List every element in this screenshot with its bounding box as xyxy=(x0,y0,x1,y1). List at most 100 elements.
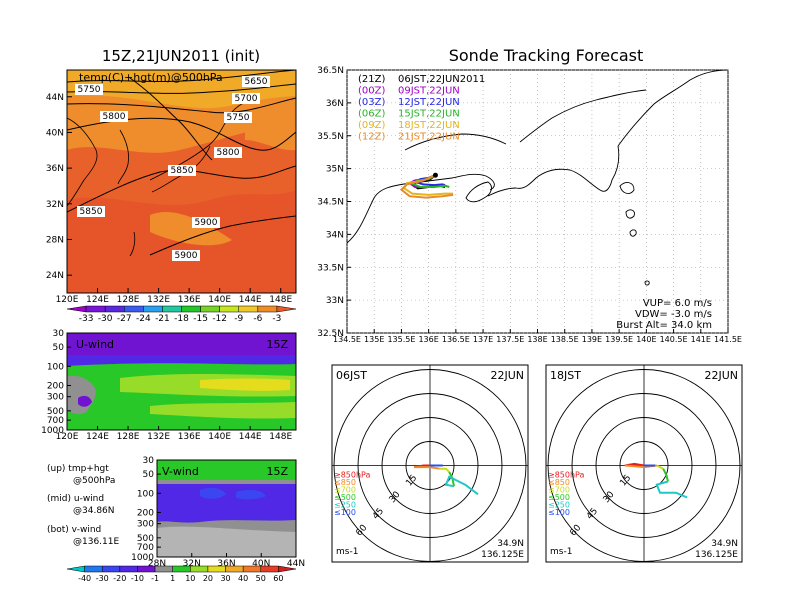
hodograph-legend-item: ≤250 xyxy=(334,501,356,510)
map-colorbar-swatch xyxy=(257,305,278,313)
tracking-params: VUP= 6.0 m/s VDW= -3.0 m/s Burst Alt= 34… xyxy=(616,298,712,331)
uwind-lon-label: 132E xyxy=(147,432,170,442)
wind-colorbar-label: -20 xyxy=(113,574,126,583)
map-colorbar-swatch xyxy=(85,305,106,313)
uwind-title: U-wind xyxy=(76,338,114,351)
uwind-lon-label: 136E xyxy=(178,432,201,442)
tracking-legend-run: (03Z) xyxy=(358,97,385,108)
hodograph-legend-item: ≤250 xyxy=(548,501,570,510)
map-lon-axis: 120E 124E 128E 132E 136E 140E 144E 148E xyxy=(56,288,292,305)
contour-label: 5650 xyxy=(245,77,268,87)
hodograph-unit: ms-1 xyxy=(550,547,572,557)
contour-label-bg xyxy=(214,147,242,158)
hodograph-lon: 136.125E xyxy=(695,550,738,560)
tracking-lon-label: 135E xyxy=(364,335,384,344)
contour-5650 xyxy=(67,70,296,83)
wind-colorbar-swatch xyxy=(225,565,244,573)
uwind-fill-jet-core xyxy=(200,378,290,391)
param-vup: VUP= 6.0 m/s xyxy=(643,298,712,309)
map-title: 15Z,21JUN2011 (init) xyxy=(102,47,260,65)
hodograph-legend-item: ≤100 xyxy=(548,508,570,517)
coast-sea-of-japan xyxy=(404,133,507,151)
wind-colorbar-label: 1 xyxy=(170,574,175,583)
pressure-label: 200 xyxy=(47,381,64,391)
tracking-legend: (21Z) 06JST,22JUN2011 (00Z) 09JST,22JUN (03Z… xyxy=(358,74,485,143)
map-colorbar-swatch xyxy=(200,305,220,313)
hodograph-ring xyxy=(547,369,741,562)
tracking-legend-launch: 09JST,22JUN xyxy=(398,86,460,97)
pressure-label: 1000 xyxy=(131,553,154,563)
map-colorbar: -33 -30 -27 -24 -21 -18 -15 -12 -9 -6 -3 xyxy=(66,305,297,324)
vwind-title: V-wind xyxy=(162,465,199,478)
uwind-fill-easterly-core xyxy=(78,395,92,407)
tracking-lon-label: 140.5E xyxy=(660,335,688,344)
pressure-label: 50 xyxy=(53,343,65,353)
tracking-lon-axis: 134.5E 135E 135.5E 136E 136.5E 137E 137.5E 138E… xyxy=(333,329,742,344)
hodograph-time: 18JST xyxy=(550,369,581,382)
tracking-lon-label: 140E xyxy=(636,335,656,344)
wind-colorbar-label: 30 xyxy=(220,574,230,583)
tracking-legend-run: (21Z) xyxy=(358,74,385,85)
map-lon-label: 132E xyxy=(147,295,170,305)
contour-label-bg xyxy=(77,206,105,217)
launch-point xyxy=(432,172,438,178)
temp-fill-patch-east xyxy=(245,115,296,151)
wind-colorbar-label: -30 xyxy=(96,574,109,583)
tracking-lat-label: 32.5N xyxy=(317,329,344,339)
hodograph-trace xyxy=(655,480,688,499)
tracking-lon-label: 136.5E xyxy=(442,335,470,344)
pressure-label: 30 xyxy=(53,329,65,339)
map-colorbar-swatch xyxy=(238,305,259,313)
pressure-label: 500 xyxy=(47,407,64,417)
hodograph-trace xyxy=(444,475,479,496)
map-colorbar-label: -9 xyxy=(234,314,243,324)
contour-label: 5750 xyxy=(78,85,101,95)
uwind-lon-label: 148E xyxy=(269,432,292,442)
vwind-time: 15Z xyxy=(266,465,288,478)
map-colorbar-label: -6 xyxy=(253,314,262,324)
map-lon-label: 144E xyxy=(239,295,262,305)
map-lat-label: 36N xyxy=(46,164,64,174)
map-colorbar-label: -3 xyxy=(272,314,281,324)
hodograph-legend-item: ≤500 xyxy=(334,493,356,502)
uwind-fill-strat-west xyxy=(67,355,296,366)
contour-label-bg xyxy=(75,84,103,95)
tracking-panel: Sonde Tracking Forecast 36.5N 36N 35.5N 35N… xyxy=(317,46,742,344)
desc-mid-label: (mid) u-wind xyxy=(47,494,104,504)
hodograph-legend-item: ≤700 xyxy=(334,486,356,495)
wind-colorbar-swatch xyxy=(66,565,85,573)
vwind-lat-axis: 28N 32N 36N 40N 44N xyxy=(148,553,305,569)
map-lat-label: 28N xyxy=(46,235,64,245)
tracking-lon-label: 137.5E xyxy=(496,335,524,344)
pressure-label: 100 xyxy=(137,489,154,499)
coast-ise-bay xyxy=(465,181,492,203)
tracking-lon-label: 134.5E xyxy=(333,335,361,344)
hodograph-legend-item: ≤700 xyxy=(548,486,570,495)
wind-colorbar-label: -40 xyxy=(78,574,91,583)
wind-colorbar-label: 60 xyxy=(273,574,283,583)
contour-label-bg xyxy=(232,93,260,104)
map-colorbar-label: -30 xyxy=(98,314,113,324)
wind-colorbar-label: 10 xyxy=(185,574,195,583)
map-lon-label: 128E xyxy=(117,295,140,305)
temp-fill-patch xyxy=(150,212,232,246)
contour-trough xyxy=(129,77,213,161)
tracking-legend-launch: 06JST,22JUN2011 xyxy=(398,74,485,85)
param-vdw: VDW= -3.0 m/s xyxy=(635,309,712,320)
pressure-label: 1000 xyxy=(41,426,64,436)
hodograph-ring xyxy=(405,441,455,490)
tracking-lat-label: 34N xyxy=(326,230,344,240)
hodograph-ring xyxy=(595,417,693,514)
uwind-fill-lower xyxy=(150,402,296,419)
hodograph-ring xyxy=(333,369,527,562)
tracking-lat-axis: 36.5N 36N 35.5N 35N 34.5N 34N 33.5N 33N 32.5N xyxy=(317,66,351,339)
map-lat-label: 40N xyxy=(46,128,64,138)
uwind-lon-label: 128E xyxy=(117,432,140,442)
vwind-lat-label: 40N xyxy=(252,559,270,569)
hodograph-legend-item: ≤100 xyxy=(334,508,356,517)
hodograph-unit: ms-1 xyxy=(336,547,358,557)
contour-label: 5900 xyxy=(195,218,218,228)
